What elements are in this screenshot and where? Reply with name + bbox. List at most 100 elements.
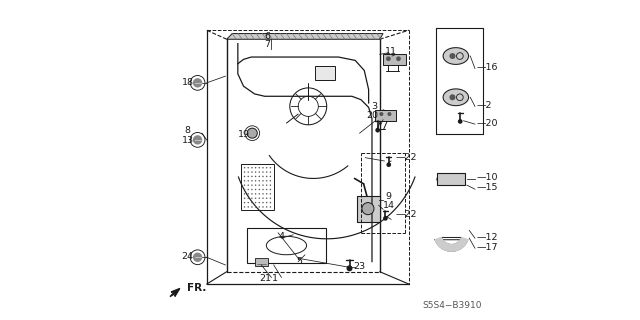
Circle shape (251, 180, 253, 181)
Text: 20: 20 (366, 111, 378, 120)
Text: —2: —2 (477, 101, 492, 110)
Circle shape (255, 171, 257, 173)
Circle shape (244, 197, 245, 199)
Circle shape (396, 56, 401, 61)
Circle shape (244, 189, 245, 190)
Circle shape (269, 176, 271, 177)
Circle shape (244, 180, 245, 181)
Circle shape (269, 189, 271, 190)
Circle shape (259, 197, 260, 199)
Text: 11: 11 (385, 47, 397, 56)
Circle shape (248, 193, 249, 195)
Circle shape (266, 189, 268, 190)
Circle shape (248, 206, 249, 208)
Circle shape (251, 167, 253, 168)
Circle shape (375, 128, 380, 132)
Polygon shape (357, 196, 380, 222)
Circle shape (244, 176, 245, 177)
Circle shape (269, 184, 271, 186)
Circle shape (247, 128, 257, 138)
Text: 3: 3 (371, 102, 378, 111)
Text: 6: 6 (264, 32, 270, 41)
Circle shape (248, 167, 249, 168)
Polygon shape (170, 288, 180, 297)
Circle shape (248, 189, 249, 190)
Circle shape (262, 184, 264, 186)
Polygon shape (374, 110, 396, 121)
Circle shape (387, 112, 392, 116)
Circle shape (244, 202, 245, 203)
Circle shape (251, 189, 253, 190)
Circle shape (255, 202, 257, 203)
Circle shape (248, 180, 249, 181)
Text: —22: —22 (396, 210, 417, 219)
Circle shape (251, 206, 253, 208)
Circle shape (259, 202, 260, 203)
Circle shape (262, 189, 264, 190)
Circle shape (262, 206, 264, 208)
Circle shape (251, 193, 253, 195)
Circle shape (259, 189, 260, 190)
Circle shape (266, 202, 268, 203)
Circle shape (244, 184, 245, 186)
Text: 9: 9 (386, 192, 392, 201)
Text: —10: —10 (477, 173, 499, 182)
Text: 21: 21 (260, 274, 271, 283)
Circle shape (244, 193, 245, 195)
Circle shape (266, 167, 268, 168)
Text: 19: 19 (237, 130, 250, 139)
Circle shape (269, 167, 271, 168)
Circle shape (248, 184, 249, 186)
Circle shape (251, 176, 253, 177)
Text: —17: —17 (477, 243, 499, 252)
Circle shape (449, 94, 456, 100)
Circle shape (193, 78, 202, 88)
Circle shape (255, 180, 257, 181)
Circle shape (259, 193, 260, 195)
Text: FR.: FR. (186, 283, 206, 293)
Text: 1: 1 (272, 274, 278, 283)
Circle shape (449, 53, 456, 59)
Circle shape (244, 167, 245, 168)
Circle shape (259, 206, 260, 208)
Text: 24: 24 (182, 252, 193, 261)
Circle shape (259, 180, 260, 181)
Circle shape (380, 112, 383, 116)
Circle shape (244, 171, 245, 173)
Polygon shape (443, 89, 468, 106)
Circle shape (269, 197, 271, 199)
Text: —16: —16 (477, 63, 499, 72)
Text: 5: 5 (296, 257, 302, 266)
Circle shape (383, 216, 388, 221)
Circle shape (269, 202, 271, 203)
Circle shape (193, 252, 202, 262)
Circle shape (259, 171, 260, 173)
Circle shape (262, 171, 264, 173)
Circle shape (269, 193, 271, 195)
Circle shape (262, 167, 264, 168)
Circle shape (262, 202, 264, 203)
Circle shape (269, 206, 271, 208)
Circle shape (248, 197, 249, 199)
Text: —12: —12 (477, 233, 499, 242)
Circle shape (346, 265, 353, 271)
Circle shape (255, 189, 257, 190)
Circle shape (248, 176, 249, 177)
Circle shape (251, 171, 253, 173)
Text: —15: —15 (477, 183, 499, 192)
Polygon shape (315, 66, 335, 79)
Text: 7: 7 (264, 40, 270, 50)
Circle shape (255, 176, 257, 177)
Polygon shape (227, 34, 383, 39)
Circle shape (362, 203, 374, 215)
Circle shape (269, 180, 271, 181)
Circle shape (255, 167, 257, 168)
Circle shape (255, 197, 257, 199)
Circle shape (255, 206, 257, 208)
Circle shape (255, 193, 257, 195)
Circle shape (262, 176, 264, 177)
Polygon shape (255, 258, 268, 266)
Circle shape (266, 176, 268, 177)
Circle shape (269, 171, 271, 173)
Circle shape (255, 184, 257, 186)
